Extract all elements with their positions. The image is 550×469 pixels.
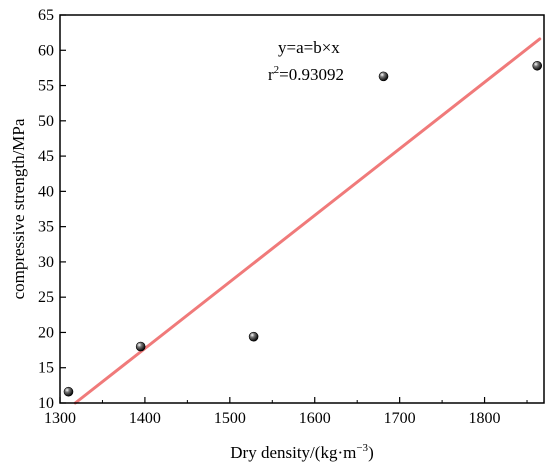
y-tick-label: 60: [38, 42, 54, 59]
y-axis-title: compressive strength/MPa: [9, 118, 28, 299]
y-tick-label: 65: [38, 7, 54, 24]
r2-prefix: r: [268, 65, 274, 84]
x-axis-title-sup: −3: [356, 442, 368, 454]
x-ticks: 1300 1400 1500 1600 1700 1800: [44, 397, 528, 427]
x-axis-title-end: ): [368, 443, 374, 462]
x-axis-title: Dry density/(kg·m−3): [230, 442, 373, 462]
data-point-1: [63, 386, 74, 397]
y-ticks: 10 15 20 25 30 35 40 45 50 55 60 65: [38, 7, 66, 412]
x-tick-label: 1800: [469, 410, 501, 427]
x-tick-label: 1500: [214, 410, 246, 427]
r2-label: r2=0.93092: [268, 64, 344, 84]
y-tick-label: 25: [38, 289, 54, 306]
data-point-5: [532, 60, 543, 71]
y-tick-label: 50: [38, 113, 54, 130]
y-tick-label: 30: [38, 254, 54, 271]
y-tick-label: 45: [38, 148, 54, 165]
data-point-2: [135, 341, 146, 352]
plot-frame: [59, 14, 545, 404]
x-tick-label: 1300: [44, 410, 76, 427]
x-tick-label: 1400: [129, 410, 161, 427]
x-axis-title-main: Dry density/(kg·m: [230, 443, 356, 462]
y-tick-label: 10: [38, 395, 54, 412]
data-point-4: [378, 71, 389, 82]
y-tick-label: 40: [38, 183, 54, 200]
x-tick-label: 1700: [384, 410, 416, 427]
r2-value: =0.93092: [279, 65, 344, 84]
y-tick-label: 55: [38, 78, 54, 95]
y-tick-label: 20: [38, 324, 54, 341]
fit-line: [73, 37, 542, 405]
data-point-3: [248, 331, 259, 342]
y-tick-label: 15: [38, 360, 54, 377]
fit-line-layer: [73, 37, 542, 405]
r2-sup: 2: [274, 64, 280, 76]
x-tick-label: 1600: [299, 410, 331, 427]
equation-label: y=a=b×x: [278, 38, 340, 57]
points-layer: [63, 60, 543, 397]
y-tick-label: 35: [38, 219, 54, 236]
